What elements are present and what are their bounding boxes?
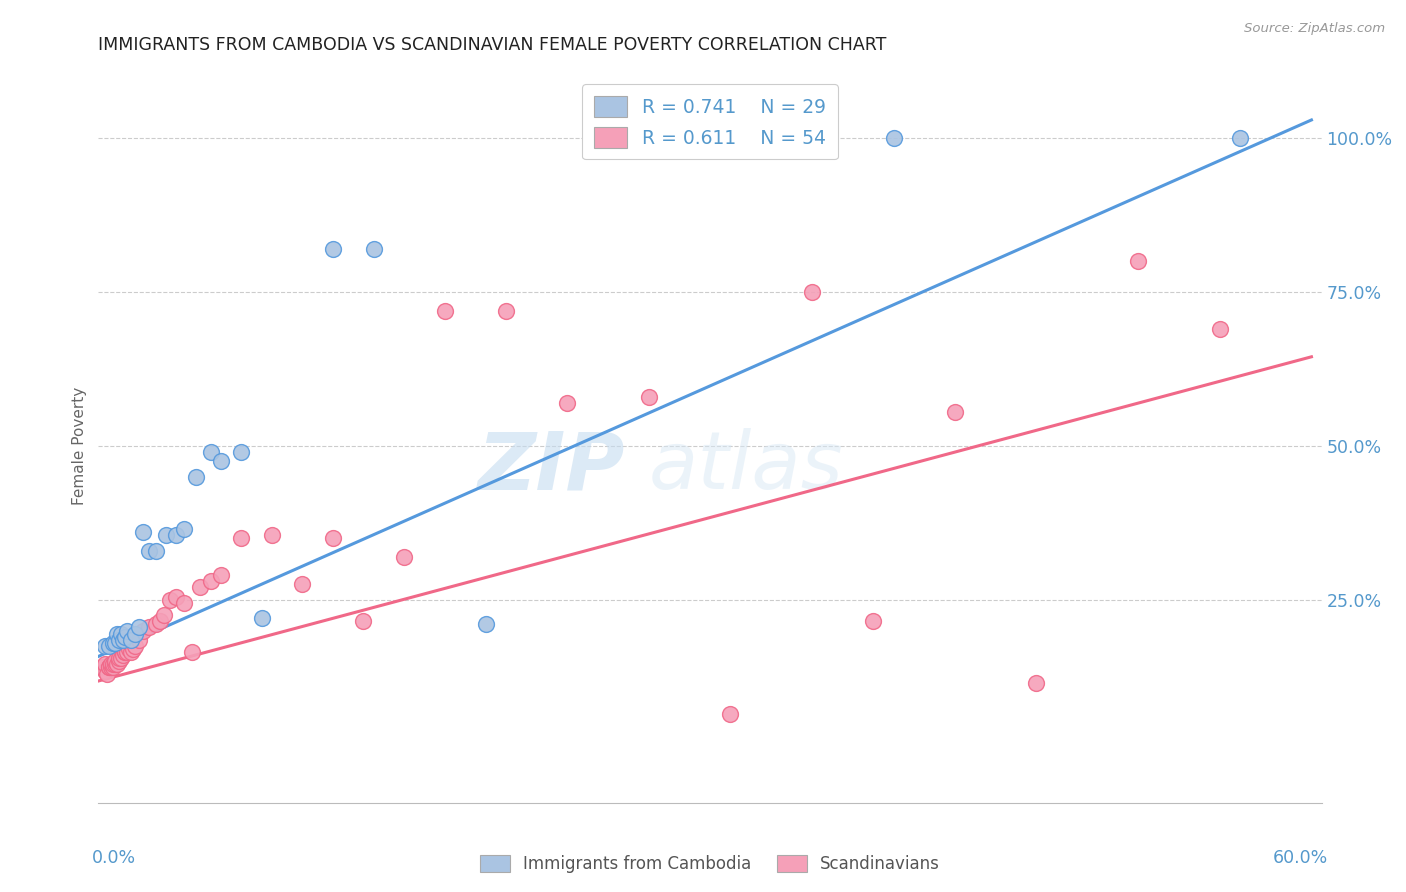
Point bbox=[105, 657, 128, 672]
Point bbox=[128, 632, 150, 647]
Point bbox=[97, 660, 120, 674]
Point bbox=[165, 528, 187, 542]
Point bbox=[474, 617, 498, 632]
Point bbox=[104, 654, 127, 668]
Point bbox=[104, 657, 127, 672]
Point bbox=[91, 660, 114, 674]
Text: Source: ZipAtlas.com: Source: ZipAtlas.com bbox=[1244, 22, 1385, 36]
Point bbox=[93, 664, 115, 678]
Point bbox=[115, 624, 138, 638]
Point bbox=[637, 390, 661, 404]
Point bbox=[120, 632, 142, 647]
Point bbox=[114, 630, 136, 644]
Point bbox=[231, 445, 253, 459]
Point bbox=[352, 615, 374, 629]
Point bbox=[883, 131, 905, 145]
Point bbox=[943, 405, 966, 419]
Point bbox=[188, 581, 212, 595]
Y-axis label: Female Poverty: Female Poverty bbox=[72, 387, 87, 505]
Point bbox=[132, 525, 155, 540]
Point bbox=[104, 636, 127, 650]
Point bbox=[155, 528, 177, 542]
Point bbox=[173, 596, 195, 610]
Point bbox=[145, 617, 167, 632]
Point bbox=[108, 651, 131, 665]
Point bbox=[114, 645, 136, 659]
Point bbox=[100, 660, 122, 674]
Point bbox=[200, 574, 222, 589]
Point bbox=[260, 528, 283, 542]
Point bbox=[165, 590, 187, 604]
Point bbox=[555, 396, 579, 410]
Text: atlas: atlas bbox=[648, 428, 844, 507]
Point bbox=[96, 666, 118, 681]
Point bbox=[1025, 676, 1047, 690]
Point bbox=[138, 543, 160, 558]
Point bbox=[322, 242, 344, 256]
Point bbox=[322, 531, 344, 545]
Point bbox=[132, 624, 155, 638]
Point bbox=[101, 657, 124, 672]
Point bbox=[291, 577, 314, 591]
Point bbox=[101, 636, 124, 650]
Point bbox=[1128, 254, 1150, 268]
Point bbox=[128, 620, 150, 634]
Point bbox=[250, 611, 273, 625]
Text: 60.0%: 60.0% bbox=[1272, 849, 1327, 867]
Point bbox=[392, 549, 416, 564]
Point bbox=[101, 660, 124, 674]
Point bbox=[209, 568, 232, 582]
Text: IMMIGRANTS FROM CAMBODIA VS SCANDINAVIAN FEMALE POVERTY CORRELATION CHART: IMMIGRANTS FROM CAMBODIA VS SCANDINAVIAN… bbox=[98, 36, 887, 54]
Point bbox=[862, 615, 884, 629]
Point bbox=[1209, 322, 1232, 336]
Point bbox=[149, 615, 172, 629]
Point bbox=[159, 592, 181, 607]
Point bbox=[138, 620, 160, 634]
Point bbox=[100, 657, 122, 672]
Point bbox=[186, 469, 208, 483]
Point bbox=[801, 285, 824, 300]
Point bbox=[173, 522, 195, 536]
Point bbox=[118, 642, 141, 657]
Point bbox=[115, 645, 138, 659]
Point bbox=[495, 303, 517, 318]
Point bbox=[363, 242, 385, 256]
Point bbox=[110, 651, 132, 665]
Point bbox=[93, 639, 115, 653]
Point bbox=[93, 657, 115, 672]
Point bbox=[231, 531, 253, 545]
Point bbox=[1229, 131, 1251, 145]
Point bbox=[97, 639, 120, 653]
Point bbox=[97, 660, 120, 674]
Point bbox=[434, 303, 457, 318]
Point bbox=[209, 454, 232, 468]
Point bbox=[124, 639, 146, 653]
Point bbox=[718, 706, 742, 721]
Point bbox=[105, 626, 128, 640]
Point bbox=[145, 543, 167, 558]
Point bbox=[111, 648, 134, 662]
Point bbox=[124, 626, 146, 640]
Text: ZIP: ZIP bbox=[477, 428, 624, 507]
Point bbox=[111, 632, 134, 647]
Legend: Immigrants from Cambodia, Scandinavians: Immigrants from Cambodia, Scandinavians bbox=[474, 848, 946, 880]
Point bbox=[120, 645, 142, 659]
Point bbox=[200, 445, 222, 459]
Point bbox=[152, 608, 174, 623]
Point bbox=[108, 632, 131, 647]
Point bbox=[114, 645, 136, 659]
Point bbox=[110, 626, 132, 640]
Point bbox=[108, 654, 131, 668]
Text: 0.0%: 0.0% bbox=[93, 849, 136, 867]
Point bbox=[122, 642, 145, 657]
Point bbox=[181, 645, 204, 659]
